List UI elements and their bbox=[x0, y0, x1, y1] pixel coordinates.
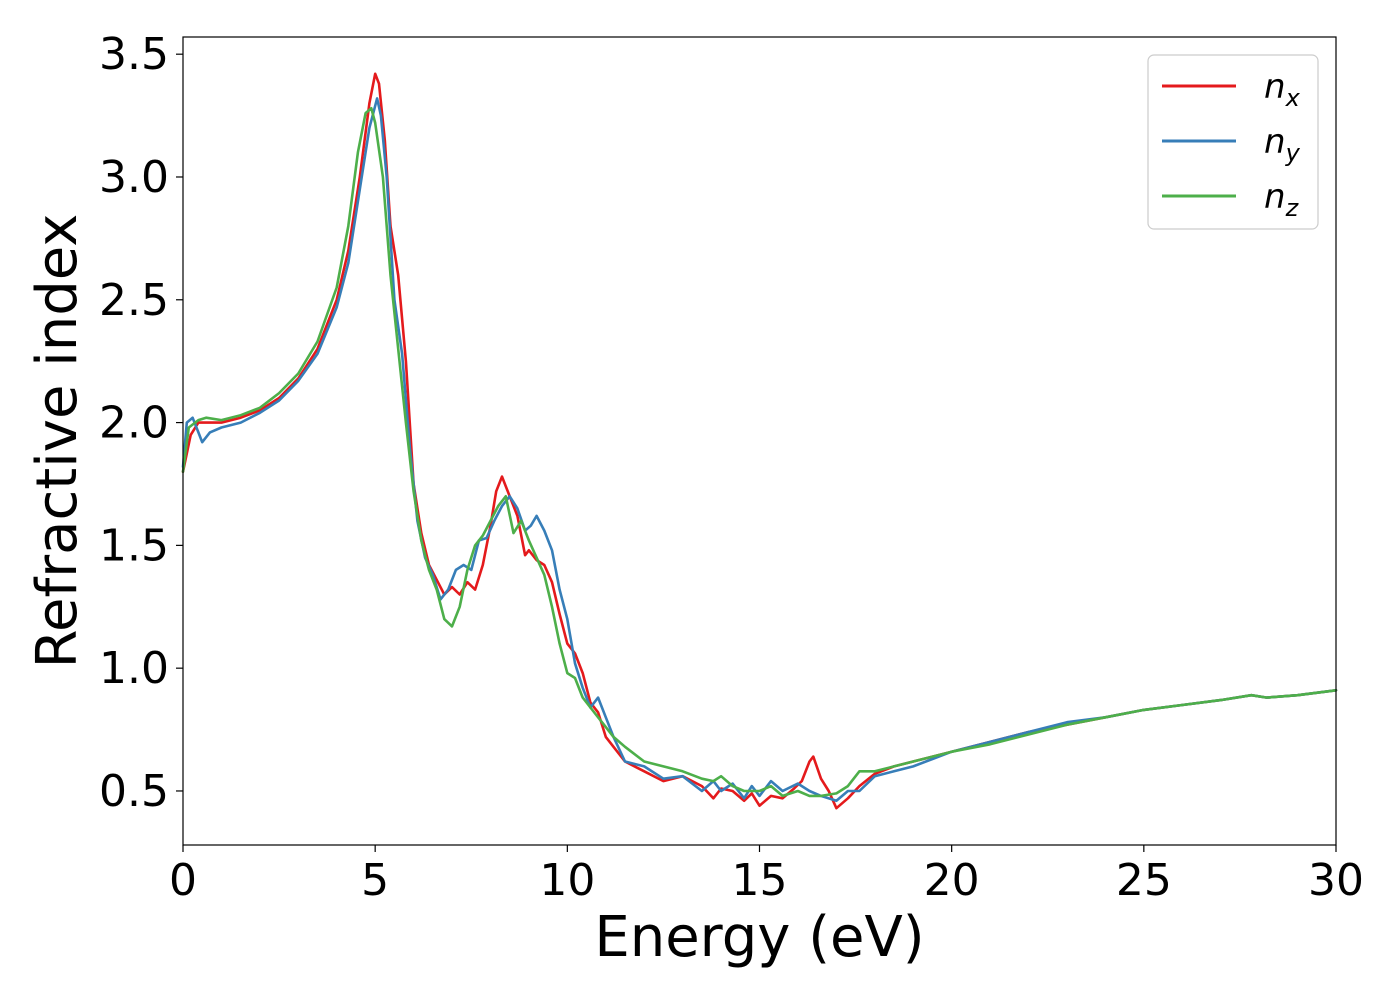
series-line-nz bbox=[181, 106, 1338, 798]
legend-entry: nz bbox=[1264, 177, 1300, 222]
y-axis-ticks: 0.5 1.0 1.5 2.0 2.5 3.0 3.5 bbox=[99, 29, 183, 817]
legend-entry: nx bbox=[1264, 67, 1301, 112]
legend-entry-base: n bbox=[1264, 67, 1286, 107]
x-tick-label: 10 bbox=[539, 855, 595, 906]
y-axis-label: Refractive index bbox=[25, 214, 90, 669]
legend-entry-subscript: z bbox=[1285, 194, 1300, 222]
legend-entry-subscript: x bbox=[1285, 84, 1301, 112]
x-axis-label: Energy (eV) bbox=[594, 905, 924, 970]
y-tick-label: 3.5 bbox=[99, 29, 169, 80]
legend-entry-base: n bbox=[1264, 122, 1286, 162]
x-tick-label: 30 bbox=[1308, 855, 1364, 906]
y-tick-label: 0.5 bbox=[99, 766, 169, 817]
x-tick-label: 20 bbox=[924, 855, 980, 906]
x-tick-label: 0 bbox=[169, 855, 197, 906]
series-line-ny bbox=[181, 97, 1338, 803]
y-tick-label: 1.0 bbox=[99, 643, 169, 694]
plot-frame bbox=[182, 36, 1337, 846]
y-tick-label: 2.0 bbox=[99, 398, 169, 449]
x-tick-label: 25 bbox=[1116, 855, 1172, 906]
x-axis-ticks: 0 5 10 15 20 25 30 bbox=[169, 845, 1364, 906]
legend-entry: ny bbox=[1264, 122, 1301, 167]
y-tick-label: 1.5 bbox=[99, 520, 169, 571]
x-tick-label: 15 bbox=[732, 855, 788, 906]
legend-entry-base: n bbox=[1264, 177, 1286, 217]
y-tick-label: 3.0 bbox=[99, 152, 169, 203]
y-tick-label: 2.5 bbox=[99, 275, 169, 326]
x-tick-label: 5 bbox=[361, 855, 389, 906]
legend-entry-subscript: y bbox=[1285, 139, 1301, 167]
series-lines bbox=[181, 72, 1338, 810]
